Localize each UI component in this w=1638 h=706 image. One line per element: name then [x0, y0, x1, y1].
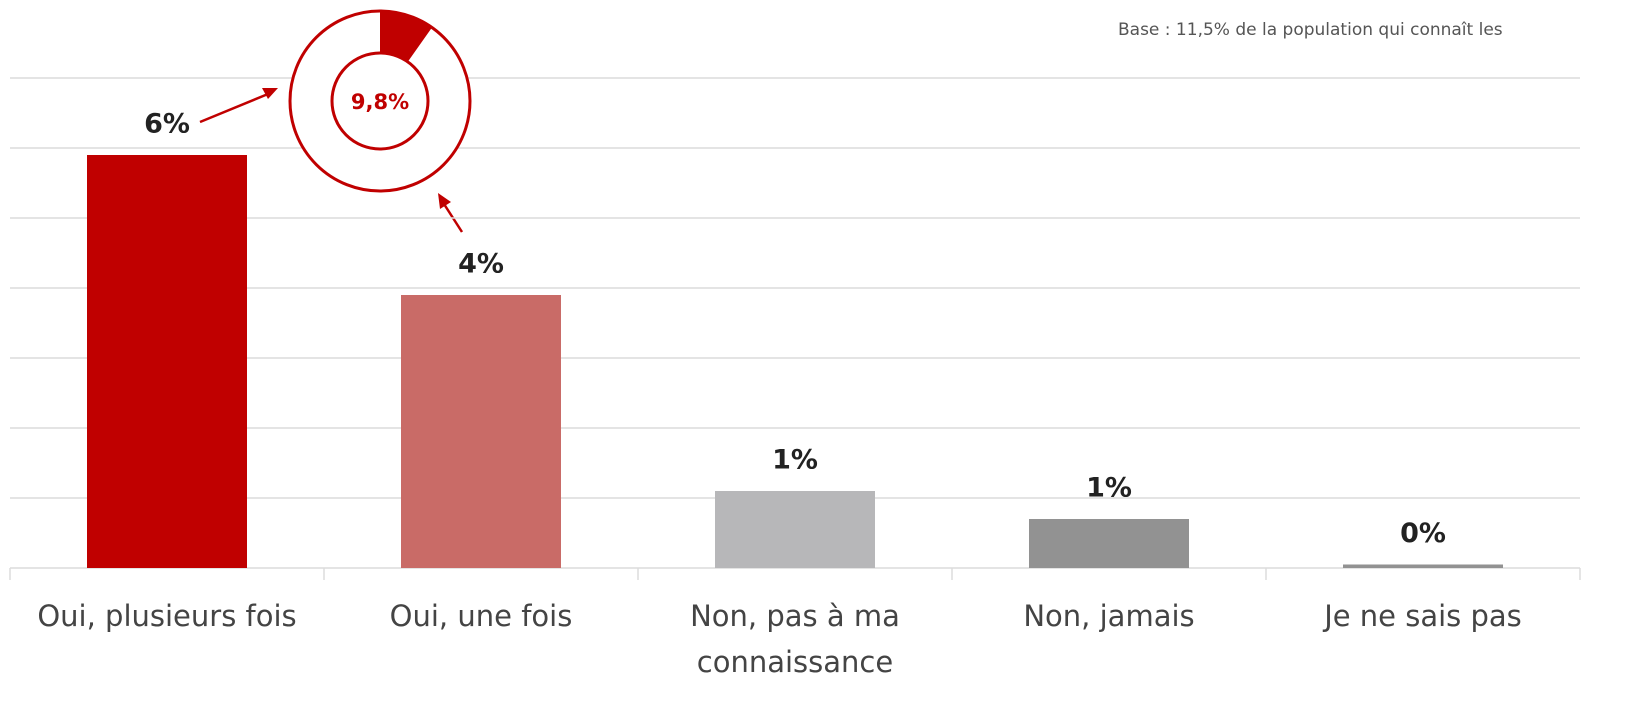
value-label: 6% — [144, 109, 190, 140]
bar — [401, 295, 561, 568]
value-label: 1% — [772, 445, 818, 476]
donut-label: 9,8% — [351, 90, 409, 114]
value-label: 4% — [458, 249, 504, 280]
x-tick-label: Je ne sais pas — [1324, 599, 1522, 633]
base-note: Base : 11,5% de la population qui connaî… — [1118, 20, 1503, 40]
bar — [1343, 564, 1503, 568]
bar — [87, 155, 247, 568]
donut-wedge — [380, 11, 432, 62]
x-tick-label: Non, jamais — [1023, 599, 1195, 633]
value-label: 1% — [1086, 473, 1132, 504]
value-label: 0% — [1400, 518, 1446, 549]
x-tick-label: Oui, plusieurs fois — [37, 599, 297, 633]
x-tick-label: Non, pas à ma connaissance — [690, 599, 900, 679]
donut-hole — [330, 51, 430, 151]
bar — [715, 491, 875, 568]
bar — [1029, 519, 1189, 568]
x-tick-label: Oui, une fois — [389, 599, 573, 633]
